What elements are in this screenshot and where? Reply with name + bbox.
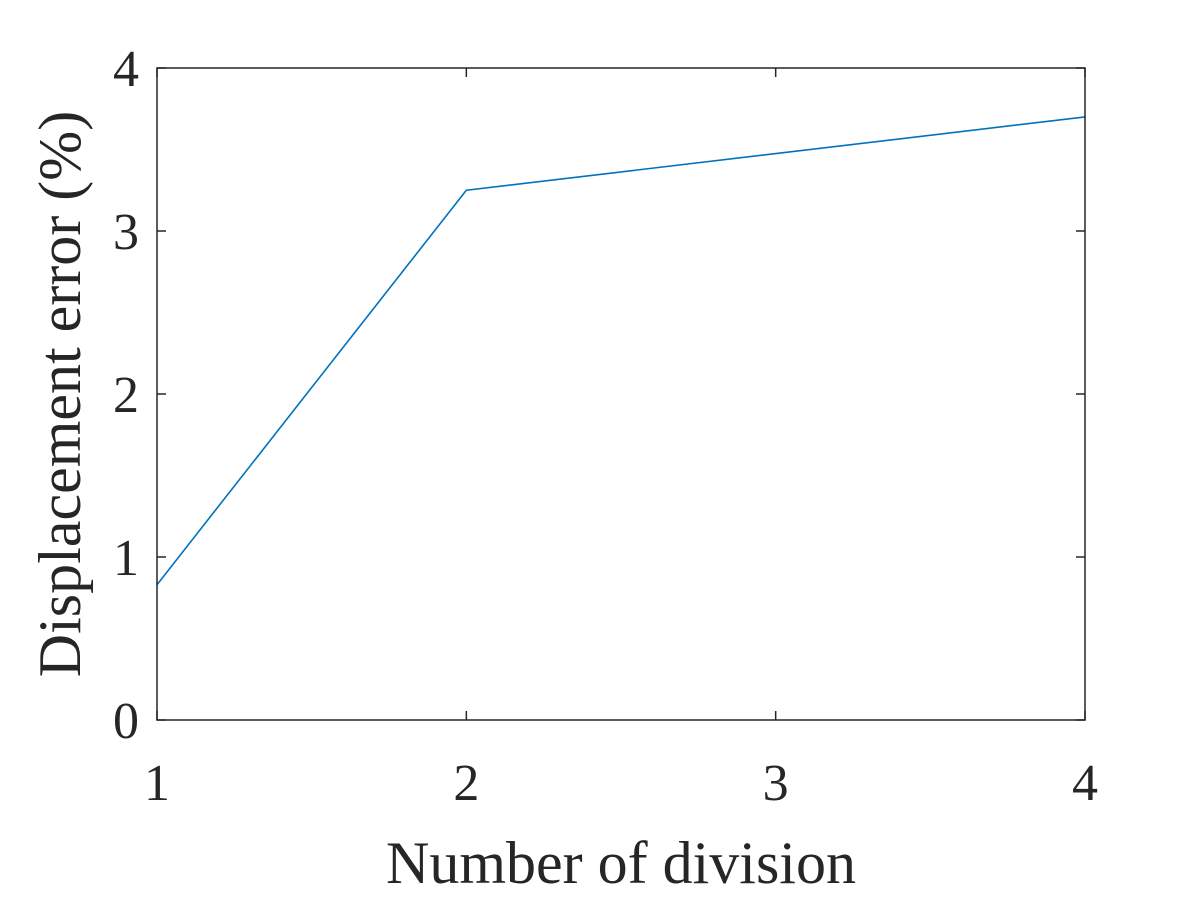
x-axis-label: Number of division [386, 830, 856, 896]
x-axis-ticks [156, 68, 1086, 720]
plot-frame [156, 67, 1086, 721]
x-tick-label: 1 [144, 755, 170, 812]
y-tick-label: 3 [113, 204, 139, 261]
y-tick-label: 0 [113, 693, 139, 750]
y-tick-labels: 0 1 2 3 4 [113, 41, 139, 750]
x-tick-label: 3 [763, 755, 789, 812]
series-layer [156, 116, 1086, 586]
x-tick-label: 2 [453, 755, 479, 812]
y-axis-ticks [157, 67, 1085, 721]
y-tick-label: 2 [113, 367, 139, 424]
y-tick-label: 1 [113, 530, 139, 587]
series-line [156, 116, 1086, 586]
y-tick-label: 4 [113, 41, 139, 98]
x-tick-labels: 1 2 3 4 [144, 755, 1098, 812]
x-tick-label: 4 [1072, 755, 1098, 812]
y-axis-label: Displacement error (%) [27, 111, 93, 677]
